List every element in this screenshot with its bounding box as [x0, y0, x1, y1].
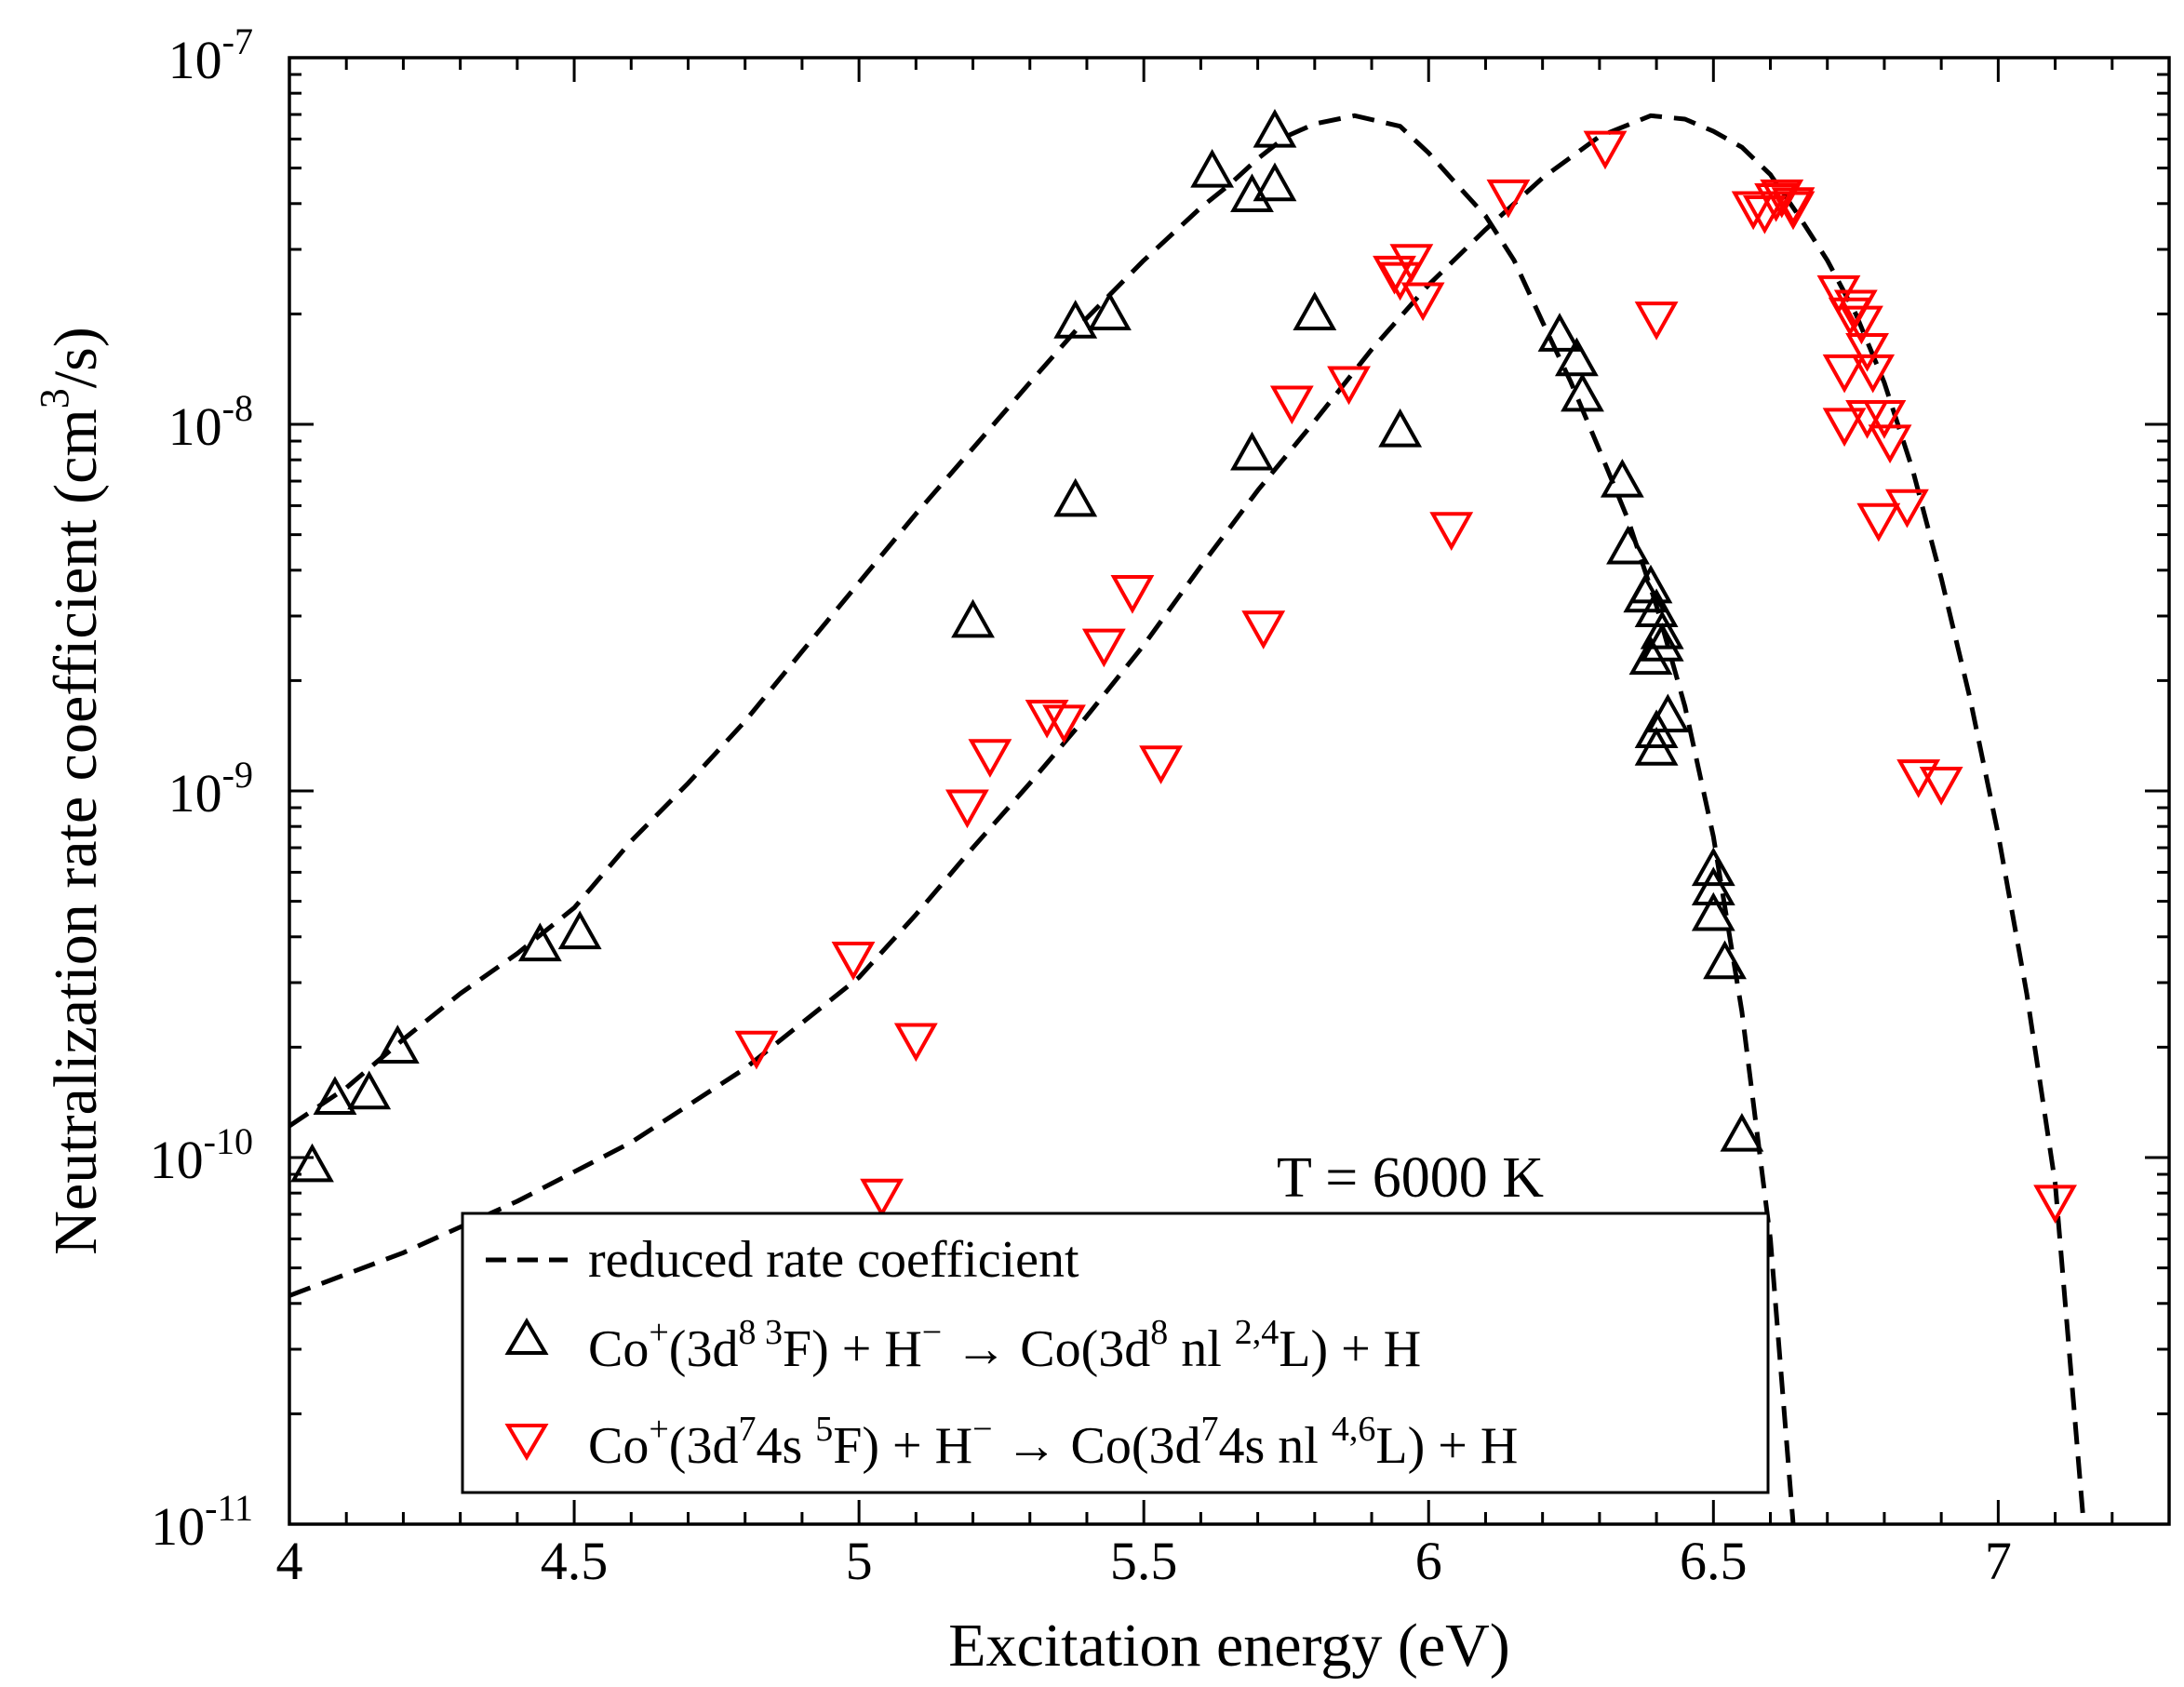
marker-3d8-point: [1640, 609, 1684, 649]
marker-3d8-point: [1600, 458, 1644, 498]
marker-3d8-point: [1053, 477, 1098, 517]
marker-3d8-point: [1088, 291, 1132, 330]
marker-3d7-4s-point: [734, 1030, 779, 1070]
marker-3d7-4s-point: [1816, 274, 1861, 315]
marker-3d7-4s-point: [1583, 130, 1628, 170]
x-tick-label: 6: [1415, 1531, 1442, 1591]
x-tick-label: 6.5: [1680, 1531, 1748, 1591]
marker-3d8-point: [1537, 313, 1582, 352]
marker-3d7-4s-point: [1269, 385, 1314, 425]
marker-3d8-point: [1554, 337, 1599, 377]
marker-3d8-point: [1230, 431, 1274, 471]
x-tick-label: 5.5: [1110, 1531, 1178, 1591]
marker-3d8-point: [1053, 300, 1098, 339]
marker-3d7-4s-point: [1429, 512, 1474, 551]
marker-3d8-point: [1253, 162, 1297, 202]
marker-3d7-4s-point: [1862, 400, 1907, 439]
marker-3d7-4s-point: [1389, 244, 1434, 283]
marker-3d8-point: [1691, 847, 1735, 887]
marker-3d8-point: [1628, 636, 1673, 676]
marker-3d7-4s-point: [831, 942, 876, 981]
marker-3d8-point: [557, 910, 602, 950]
marker-3d7-4s-point: [1822, 354, 1867, 394]
y-tick-label: 10-10: [150, 1120, 253, 1190]
marker-3d8-point: [1634, 709, 1679, 749]
marker-3d8-point: [1720, 1113, 1764, 1152]
marker-3d7-4s-point: [893, 1023, 938, 1063]
marker-3d8-point: [347, 1070, 392, 1110]
temperature-annotation: T = 6000 K: [1277, 1146, 1544, 1210]
marker-3d8-point: [951, 598, 995, 638]
marker-3d7-4s-point: [1851, 354, 1896, 394]
marker-3d7-4s-point: [1241, 610, 1286, 649]
marker-3d7-4s-point: [1919, 767, 1963, 806]
marker-3d8-point: [1561, 372, 1604, 412]
marker-3d7-4s-point: [1885, 489, 1929, 529]
marker-3d7-4s-point: [1856, 502, 1901, 542]
legend-label-reduced-rate: reduced rate coefficient: [588, 1231, 1079, 1289]
marker-3d8-point: [1293, 291, 1337, 330]
y-axis-title-superscript: 3: [32, 388, 77, 408]
marker-3d7-4s-point: [1378, 261, 1423, 301]
marker-3d7-4s-point: [1760, 179, 1804, 219]
marker-3d7-4s-point: [1771, 187, 1816, 226]
x-tick-label: 4.5: [541, 1531, 609, 1591]
legend-box: [461, 1212, 1770, 1494]
x-axis-title: Excitation energy (eV): [948, 1612, 1510, 1680]
marker-3d7-4s-point: [1025, 699, 1069, 739]
marker-3d8-point: [1691, 866, 1735, 906]
marker-3d7-4s-point: [1845, 332, 1889, 372]
marker-3d7-4s-point: [1840, 305, 1883, 345]
data-markers: [290, 108, 2077, 1225]
marker-3d7-4s-point: [1110, 575, 1155, 614]
marker-3d8-point: [1634, 727, 1679, 766]
y-axis-title: Neutralization rate coefficient (cm3/s): [32, 327, 110, 1254]
marker-3d7-4s-point: [1634, 301, 1679, 341]
marker-3d7-4s-point: [1400, 282, 1445, 322]
marker-3d7-4s-point: [945, 789, 989, 829]
marker-3d8-point: [1606, 525, 1650, 565]
y-tick-labels: 10-11 10-10 10-9 10-8 10-7: [150, 20, 253, 1557]
marker-3d7-4s-point: [1868, 424, 1912, 464]
x-tick-label: 4: [276, 1531, 303, 1591]
marker-3d7-4s-point: [2033, 1185, 2077, 1225]
y-tick-label: 10-11: [151, 1487, 253, 1557]
marker-3d8-point: [313, 1076, 357, 1116]
y-tick-label: 10-9: [168, 754, 253, 823]
y-tick-label: 10-7: [168, 20, 253, 90]
marker-3d7-4s-point: [1042, 704, 1086, 744]
marker-3d7-4s-point: [968, 739, 1012, 778]
axis-ticks: [288, 56, 2169, 1526]
marker-3d7-4s-point: [1486, 179, 1531, 219]
marker-3d7-4s-point: [1822, 408, 1867, 448]
marker-3d8-point: [375, 1024, 420, 1064]
marker-3d8-point: [1640, 623, 1684, 662]
x-tick-label: 5: [846, 1531, 873, 1591]
legend-label-3d7-4s-series: Co+(3d74s 5F) + H− → Co(3d74s nl 4,6L) +…: [588, 1410, 1518, 1475]
marker-3d8-point: [1691, 891, 1735, 931]
marker-3d7-4s-point: [1373, 255, 1416, 295]
marker-3d7-4s-point: [1754, 182, 1799, 222]
marker-3d8-point: [1253, 108, 1297, 148]
marker-3d8-point: [1378, 408, 1423, 448]
marker-3d7-4s-point: [1139, 745, 1183, 784]
legend-triangle-down-swatch: [504, 1424, 549, 1461]
marker-3d7-4s-point: [1731, 191, 1775, 231]
marker-3d7-4s-point: [1771, 191, 1816, 231]
marker-3d8-point: [1190, 148, 1235, 188]
marker-3d7-4s-point: [860, 1178, 904, 1218]
y-tick-label: 10-8: [168, 387, 253, 457]
marker-3d8-point: [290, 1143, 334, 1183]
legend-label-3d8-series: Co+(3d8 3F) + H− → Co(3d8 nl 2,4L) + H: [588, 1313, 1421, 1378]
marker-3d8-point: [1703, 940, 1747, 980]
x-tick-label: 7: [1985, 1531, 2012, 1591]
marker-3d7-4s-point: [1327, 366, 1371, 406]
marker-3d8-point: [517, 922, 562, 962]
marker-3d7-4s-point: [1081, 628, 1126, 668]
legend-triangle-up-swatch: [504, 1318, 549, 1355]
x-tick-labels: 4 4.5 5 5.5 6 6.5 7: [276, 1531, 2012, 1591]
legend: reduced rate coefficient Co+(3d8 3F) + H…: [461, 1212, 1770, 1494]
